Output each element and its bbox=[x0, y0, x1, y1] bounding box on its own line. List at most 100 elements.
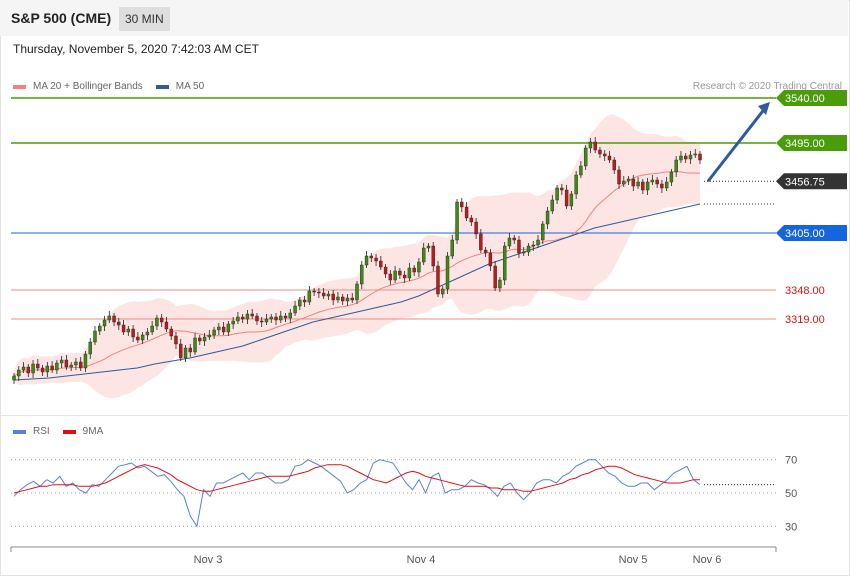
level-label-3456.75: 3456.75 bbox=[785, 176, 825, 188]
candle-down bbox=[40, 367, 45, 373]
candle-up bbox=[93, 330, 97, 343]
candle-up bbox=[59, 359, 64, 364]
candle-up bbox=[279, 315, 283, 321]
candle-down bbox=[512, 237, 516, 241]
candle-up bbox=[202, 336, 207, 342]
candle-down bbox=[159, 317, 164, 323]
candle-up bbox=[417, 261, 421, 273]
level-tag-3495.00 bbox=[776, 135, 847, 151]
candle-up bbox=[421, 247, 426, 263]
candle-up bbox=[212, 329, 216, 336]
candle-up bbox=[445, 255, 450, 290]
candle-down bbox=[174, 335, 178, 345]
candle-down bbox=[598, 149, 602, 155]
candle-down bbox=[255, 315, 259, 322]
candle-down bbox=[321, 292, 326, 297]
candle-up bbox=[21, 366, 26, 371]
level-label-3319.00: 3319.00 bbox=[785, 314, 825, 326]
candle-down bbox=[603, 153, 607, 157]
level-label-3348.00: 3348.00 bbox=[785, 285, 825, 297]
candle-up bbox=[83, 353, 88, 369]
level-tag-3540.00 bbox=[776, 90, 847, 106]
candle-down bbox=[136, 336, 140, 341]
candle-up bbox=[55, 362, 59, 371]
candle-up bbox=[626, 178, 631, 182]
candle-down bbox=[464, 206, 469, 219]
candle-up bbox=[217, 326, 221, 331]
research-credit: Research © 2020 Trading Central bbox=[692, 81, 842, 92]
candle-down bbox=[260, 320, 264, 323]
candle-down bbox=[112, 315, 116, 323]
candle-up bbox=[541, 223, 545, 241]
timeframe-badge[interactable]: 30 MIN bbox=[119, 7, 170, 31]
candle-up bbox=[588, 141, 593, 149]
candle-down bbox=[479, 233, 483, 251]
candle-up bbox=[298, 299, 302, 307]
candle-up bbox=[45, 365, 50, 373]
candle-up bbox=[669, 171, 674, 183]
panel-separator bbox=[0, 415, 848, 416]
level-label-3405.00: 3405.00 bbox=[785, 228, 825, 240]
candle-down bbox=[631, 178, 636, 187]
candle-down bbox=[412, 267, 416, 273]
candle-up bbox=[507, 237, 512, 247]
candle-up bbox=[326, 293, 331, 297]
candle-down bbox=[331, 293, 335, 301]
candle-down bbox=[131, 328, 135, 338]
rsi-legend: RSI 9MA bbox=[13, 426, 116, 437]
candle-down bbox=[593, 141, 597, 151]
candle-down bbox=[350, 297, 354, 301]
candle-down bbox=[383, 266, 388, 275]
candle-up bbox=[531, 244, 535, 247]
candle-down bbox=[488, 252, 493, 267]
candle-up bbox=[264, 318, 269, 323]
price-legend: MA 20 + Bollinger Bands MA 50 bbox=[13, 81, 217, 92]
candle-up bbox=[145, 331, 150, 336]
instrument-title: S&P 500 (CME) bbox=[11, 10, 112, 26]
forecast-arrow-line bbox=[706, 106, 768, 183]
candle-up bbox=[226, 323, 231, 333]
candle-down bbox=[64, 359, 69, 368]
candle-up bbox=[336, 296, 340, 301]
candle-up bbox=[650, 179, 655, 183]
rsi-swatch bbox=[13, 429, 26, 434]
candle-up bbox=[526, 245, 531, 253]
candle-up bbox=[545, 210, 550, 225]
candle-up bbox=[579, 165, 583, 176]
level-label-3495.00: 3495.00 bbox=[785, 138, 825, 150]
candle-up bbox=[574, 174, 578, 195]
bollinger-band bbox=[14, 114, 700, 399]
candle-up bbox=[140, 334, 145, 341]
candle-up bbox=[664, 181, 669, 189]
ma50-legend-label: MA 50 bbox=[175, 81, 205, 92]
candle-down bbox=[283, 315, 288, 319]
candle-down bbox=[26, 366, 30, 374]
candle-down bbox=[36, 363, 40, 369]
candle-up bbox=[69, 364, 73, 368]
candle-up bbox=[522, 251, 526, 254]
x-tick-label-nov-6: Nov 6 bbox=[693, 554, 722, 566]
candle-up bbox=[426, 245, 431, 249]
candle-down bbox=[493, 265, 497, 289]
candle-up bbox=[102, 319, 107, 327]
candle-down bbox=[564, 189, 569, 207]
candle-down bbox=[121, 324, 126, 333]
candle-up bbox=[88, 341, 92, 355]
rsi-tick-label-50: 50 bbox=[785, 488, 797, 500]
candle-down bbox=[469, 217, 474, 223]
candle-up bbox=[293, 305, 297, 314]
candle-up bbox=[569, 193, 574, 207]
forecast-arrow-head bbox=[758, 102, 770, 115]
candle-down bbox=[660, 183, 664, 189]
candle-up bbox=[364, 255, 369, 266]
candle-up bbox=[583, 147, 588, 167]
candle-down bbox=[274, 316, 278, 321]
candle-down bbox=[460, 201, 464, 208]
chart-header: S&P 500 (CME) 30 MIN bbox=[0, 0, 848, 36]
candle-up bbox=[550, 199, 555, 212]
candle-down bbox=[198, 337, 202, 342]
candle-up bbox=[31, 363, 35, 374]
candle-down bbox=[221, 326, 226, 333]
candle-down bbox=[164, 321, 169, 330]
